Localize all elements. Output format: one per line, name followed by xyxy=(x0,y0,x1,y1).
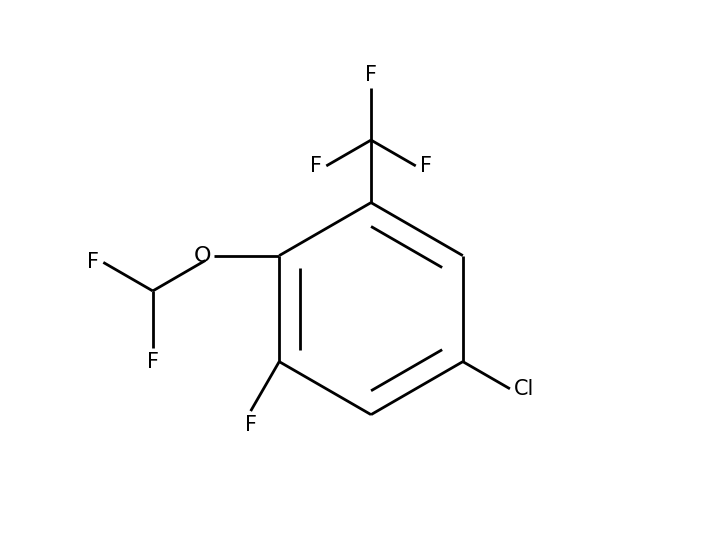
Text: F: F xyxy=(146,352,159,373)
Text: F: F xyxy=(310,156,322,176)
Text: F: F xyxy=(245,416,257,436)
Text: Cl: Cl xyxy=(515,379,534,399)
Text: F: F xyxy=(365,65,377,85)
Text: F: F xyxy=(87,252,99,272)
Text: F: F xyxy=(420,156,432,176)
Text: O: O xyxy=(194,246,211,266)
